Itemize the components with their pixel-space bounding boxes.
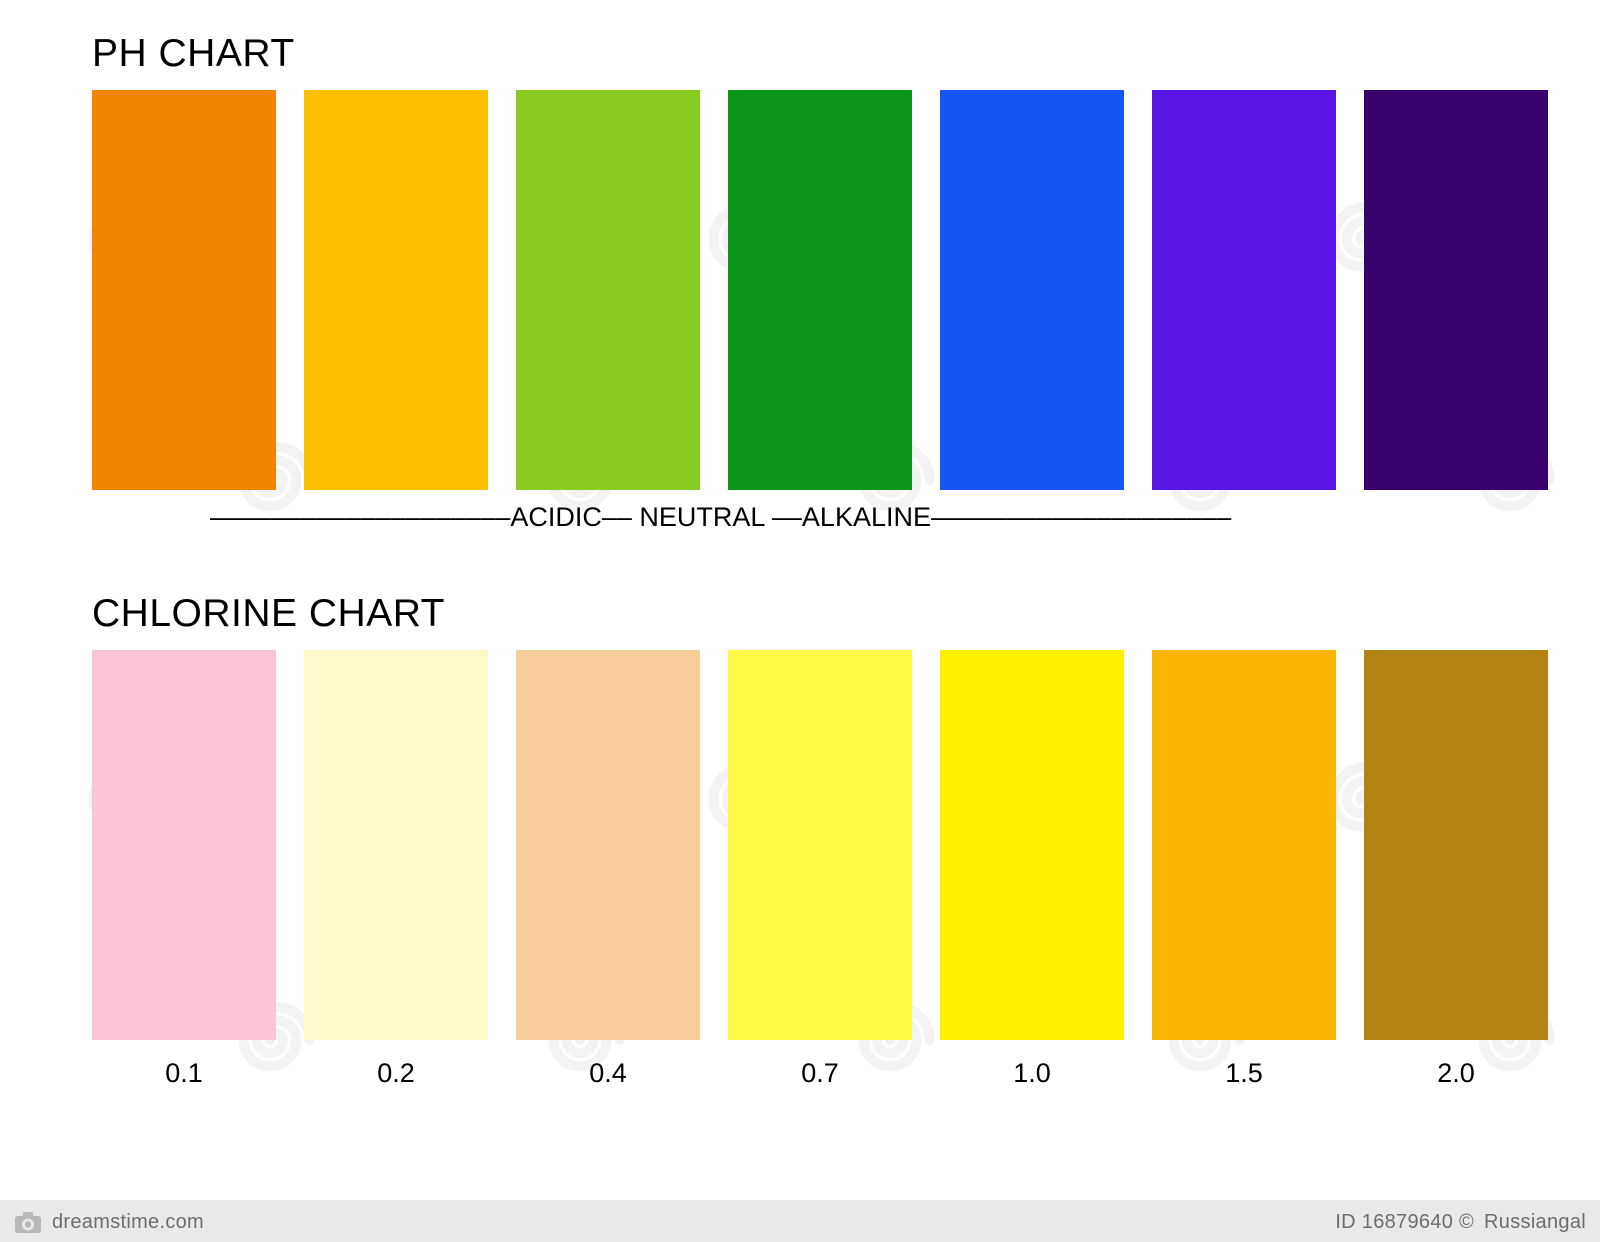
footer-credit: ID 16879640 © Russiangal bbox=[1335, 1211, 1586, 1234]
ph-swatch-row bbox=[92, 90, 1548, 490]
camera-icon bbox=[14, 1212, 42, 1234]
chlorine-swatch-0 bbox=[92, 650, 276, 1040]
ph-swatch-5 bbox=[1152, 90, 1336, 490]
chlorine-swatch-3 bbox=[728, 650, 912, 1040]
chlorine-label-0: 0.1 bbox=[92, 1058, 276, 1089]
chlorine-label-4: 1.0 bbox=[940, 1058, 1124, 1089]
chlorine-chart-title: CHLORINE CHART bbox=[92, 592, 445, 636]
chlorine-label-2: 0.4 bbox=[516, 1058, 700, 1089]
ph-swatch-3 bbox=[728, 90, 912, 490]
chlorine-label-6: 2.0 bbox=[1364, 1058, 1548, 1089]
chlorine-label-1: 0.2 bbox=[304, 1058, 488, 1089]
ph-swatch-1 bbox=[304, 90, 488, 490]
footer-author: Russiangal bbox=[1484, 1211, 1586, 1234]
chlorine-swatch-5 bbox=[1152, 650, 1336, 1040]
footer-id: ID 16879640 © bbox=[1335, 1211, 1474, 1234]
chlorine-swatch-1 bbox=[304, 650, 488, 1040]
ph-swatch-4 bbox=[940, 90, 1124, 490]
chlorine-label-3: 0.7 bbox=[728, 1058, 912, 1089]
chlorine-label-row: 0.1 0.2 0.4 0.7 1.0 1.5 2.0 bbox=[92, 1058, 1548, 1089]
footer-brand: dreamstime.com bbox=[14, 1211, 204, 1234]
footer-brand-text: dreamstime.com bbox=[52, 1211, 204, 1234]
chlorine-label-5: 1.5 bbox=[1152, 1058, 1336, 1089]
ph-chart-title: PH CHART bbox=[92, 32, 295, 76]
chlorine-swatch-6 bbox=[1364, 650, 1548, 1040]
ph-scale-line: ––––––––––––––––––––ACIDIC–– NEUTRAL ––A… bbox=[210, 502, 1231, 533]
ph-swatch-0 bbox=[92, 90, 276, 490]
ph-swatch-6 bbox=[1364, 90, 1548, 490]
chlorine-swatch-row bbox=[92, 650, 1548, 1040]
page-root: PH CHART ––––––––––––––––––––ACIDIC–– NE… bbox=[0, 0, 1600, 1242]
chlorine-swatch-2 bbox=[516, 650, 700, 1040]
chlorine-swatch-4 bbox=[940, 650, 1124, 1040]
ph-swatch-2 bbox=[516, 90, 700, 490]
